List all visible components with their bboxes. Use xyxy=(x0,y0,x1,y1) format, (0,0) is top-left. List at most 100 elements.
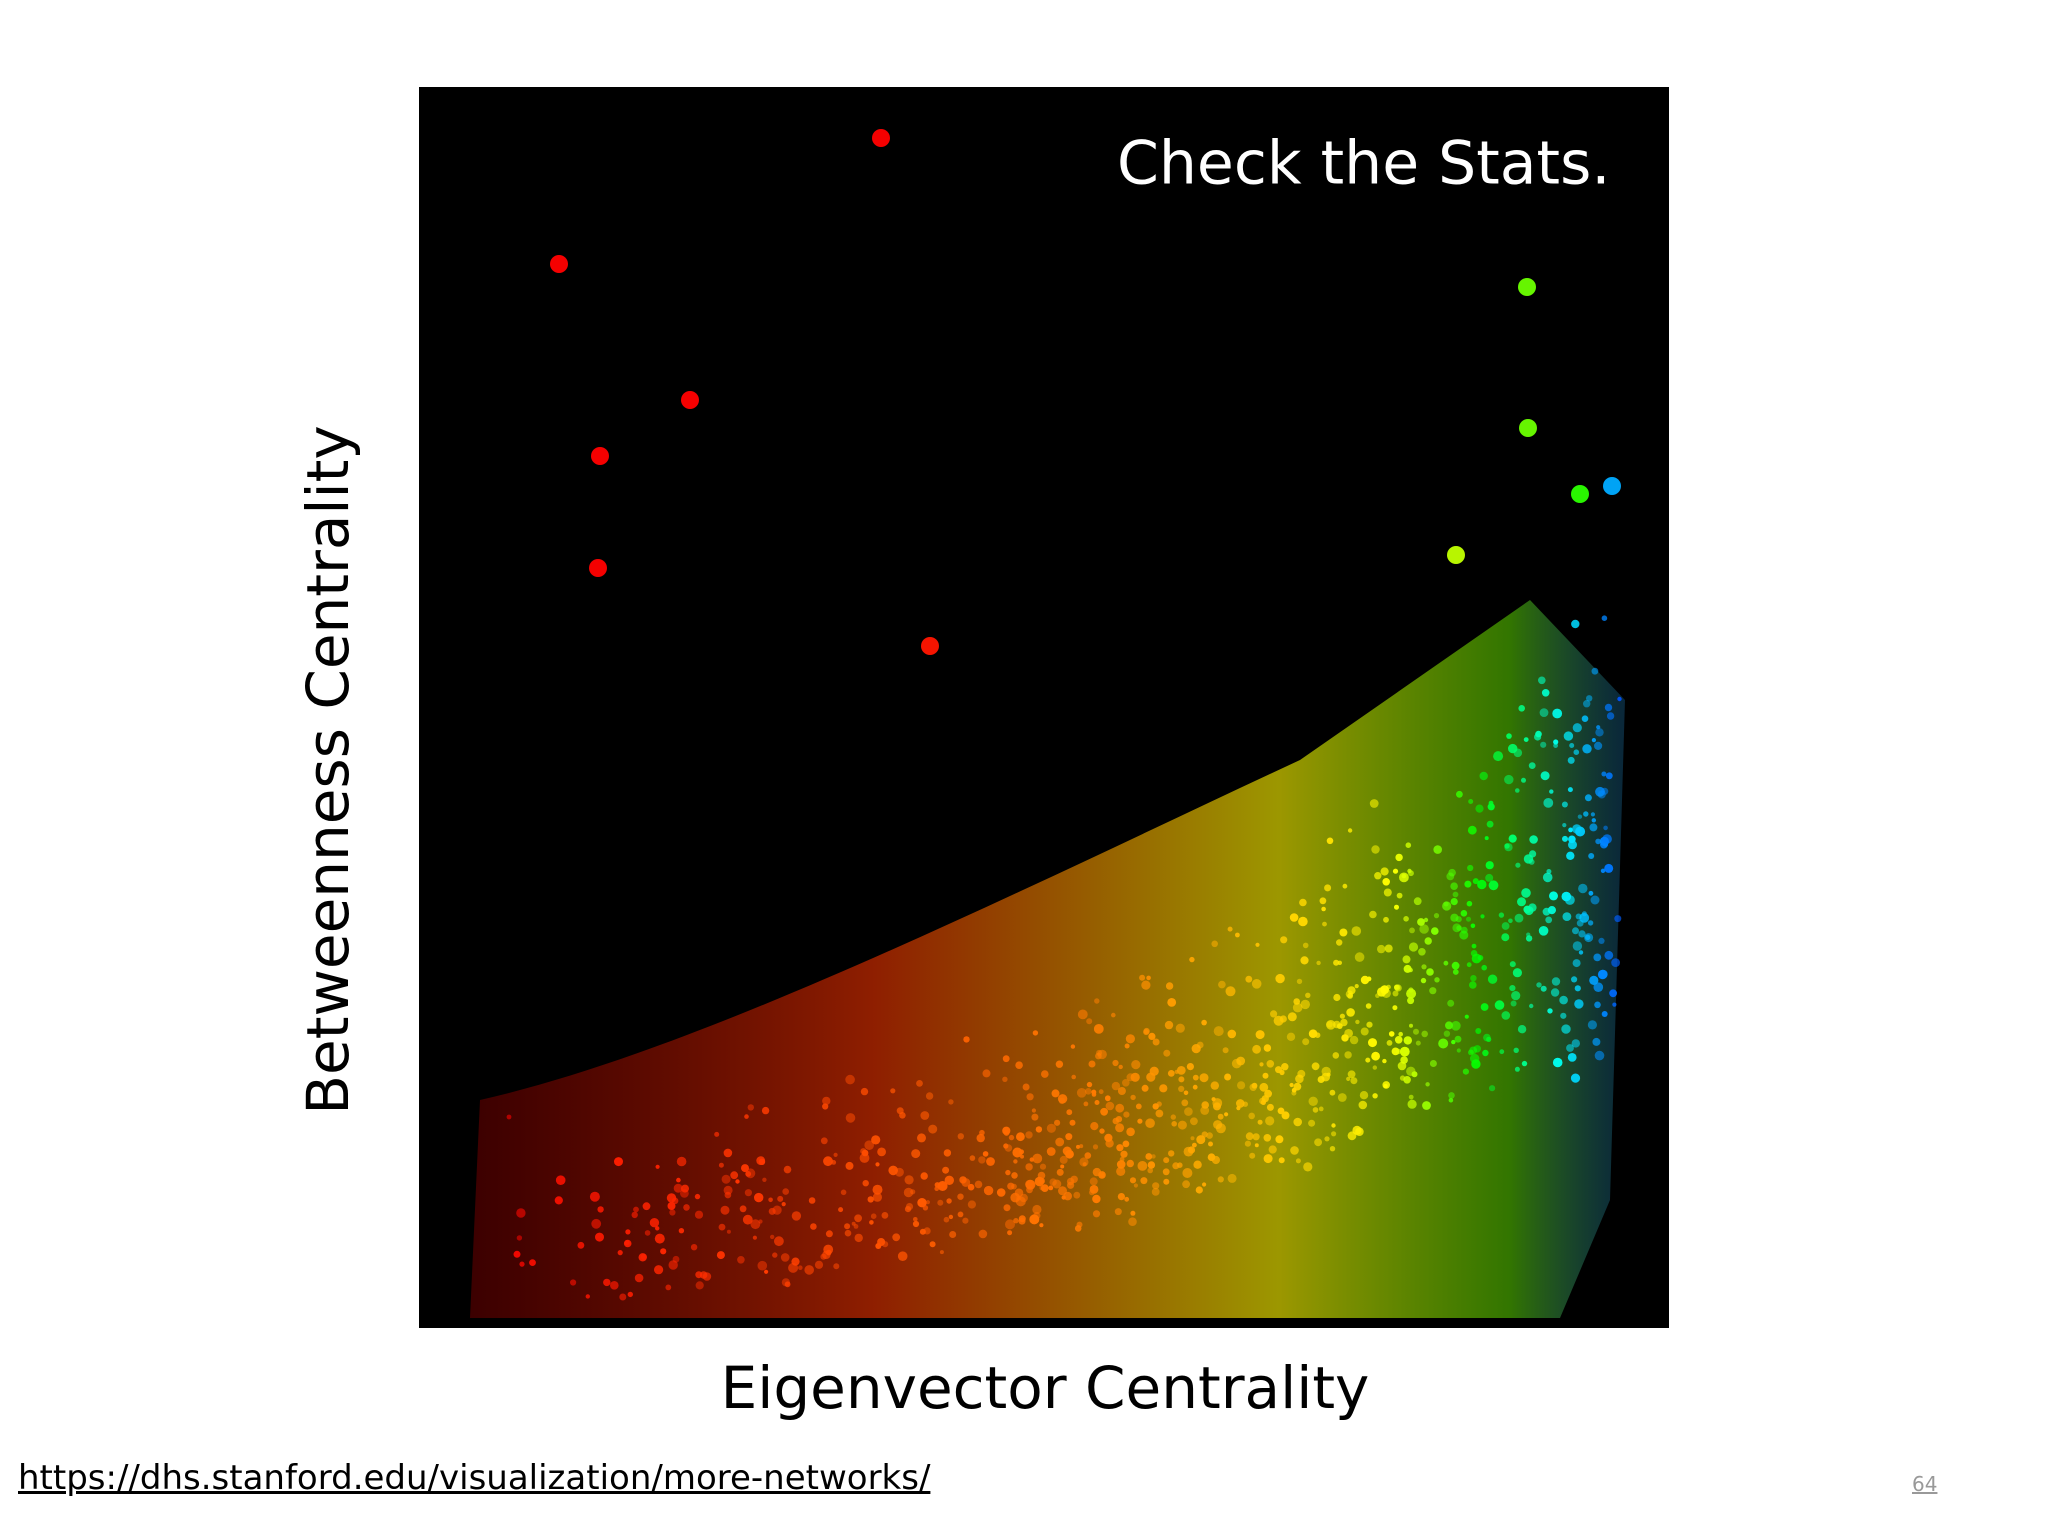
node-dot xyxy=(1167,998,1177,1007)
node-dot xyxy=(1588,890,1594,896)
node-dot xyxy=(1466,962,1472,968)
node-dot xyxy=(1368,1038,1377,1048)
node-dot xyxy=(845,1074,855,1085)
node-dot xyxy=(1123,1111,1130,1118)
node-dot xyxy=(1406,988,1417,999)
node-dot xyxy=(627,1291,633,1298)
node-dot xyxy=(1213,1026,1224,1037)
node-dot xyxy=(1167,1070,1175,1077)
node-dot xyxy=(1011,1172,1018,1179)
node-dot xyxy=(1366,976,1372,982)
source-link[interactable]: https://dhs.stanford.edu/visualization/m… xyxy=(18,1458,931,1498)
node-dot xyxy=(1145,1118,1155,1128)
node-dot xyxy=(1360,1027,1369,1036)
node-dot xyxy=(1091,1092,1097,1097)
node-dot xyxy=(925,1092,934,1100)
node-dot xyxy=(937,1181,948,1191)
node-dot xyxy=(654,1233,665,1244)
node-dot xyxy=(1302,942,1309,949)
node-dot xyxy=(1396,892,1403,899)
node-dot xyxy=(1434,977,1440,983)
node-dot xyxy=(577,1241,585,1249)
node-dot xyxy=(1098,1089,1104,1095)
node-dot xyxy=(1429,1060,1437,1067)
node-dot xyxy=(737,1256,745,1264)
node-dot xyxy=(1523,854,1534,864)
node-dot xyxy=(844,1223,851,1230)
node-dot xyxy=(1281,1063,1289,1071)
node-dot xyxy=(782,1188,789,1195)
node-dot xyxy=(1581,715,1589,722)
node-dot xyxy=(1553,743,1558,748)
node-dot xyxy=(1450,882,1458,890)
node-dot xyxy=(1141,1084,1149,1092)
node-dot xyxy=(1089,1177,1098,1186)
node-dot xyxy=(555,1175,566,1185)
node-dot xyxy=(1210,1081,1220,1090)
node-dot xyxy=(1420,977,1427,984)
node-dot xyxy=(591,1218,602,1229)
node-dot xyxy=(1163,1049,1171,1057)
node-dot xyxy=(1365,1003,1372,1009)
node-dot xyxy=(1518,278,1536,296)
node-dot xyxy=(963,1036,970,1043)
node-dot xyxy=(882,1241,889,1248)
node-dot xyxy=(721,1174,731,1184)
node-dot xyxy=(1540,985,1547,992)
node-dot xyxy=(1201,1101,1209,1109)
node-dot xyxy=(1547,906,1556,915)
node-dot xyxy=(1466,916,1471,922)
node-dot xyxy=(1218,980,1226,989)
node-dot xyxy=(1433,845,1442,854)
node-dot xyxy=(1312,1107,1319,1113)
node-dot xyxy=(1293,1082,1302,1091)
node-dot xyxy=(833,1263,840,1270)
node-dot xyxy=(1601,615,1608,621)
node-dot xyxy=(1377,944,1386,954)
node-dot xyxy=(1443,901,1449,907)
node-dot xyxy=(1471,943,1477,949)
node-dot xyxy=(1151,1154,1156,1159)
node-dot xyxy=(640,1253,648,1260)
node-dot xyxy=(1538,926,1549,936)
node-dot xyxy=(1475,1028,1482,1034)
node-dot xyxy=(1092,1210,1101,1218)
node-dot xyxy=(897,1251,908,1261)
node-dot xyxy=(744,1189,753,1197)
node-dot xyxy=(944,1175,954,1186)
node-dot xyxy=(516,1235,523,1241)
node-dot xyxy=(1528,903,1537,912)
node-dot xyxy=(1060,1164,1065,1169)
node-dot xyxy=(1182,1180,1190,1189)
node-dot xyxy=(969,1155,976,1161)
node-dot xyxy=(1308,1096,1318,1107)
node-dot xyxy=(1195,1186,1203,1194)
node-dot xyxy=(1251,979,1262,989)
node-dot xyxy=(1076,1088,1087,1098)
node-dot xyxy=(1579,913,1590,923)
node-dot xyxy=(1514,913,1524,923)
node-dot xyxy=(631,1211,638,1219)
node-dot xyxy=(1227,926,1233,932)
node-dot xyxy=(1510,1000,1517,1007)
node-dot xyxy=(1382,1058,1387,1064)
node-dot xyxy=(1593,982,1604,992)
node-dot xyxy=(1336,939,1343,946)
node-dot xyxy=(1259,1062,1264,1067)
node-dot xyxy=(1032,1030,1039,1036)
node-dot xyxy=(1062,1146,1072,1156)
node-dot xyxy=(1369,910,1377,919)
node-dot xyxy=(1094,998,1100,1004)
node-dot xyxy=(1339,1013,1345,1019)
node-dot xyxy=(1552,1057,1563,1068)
node-dot xyxy=(1079,1157,1089,1167)
node-dot xyxy=(1099,1128,1105,1134)
node-dot xyxy=(1584,794,1592,802)
node-dot xyxy=(1187,1146,1196,1154)
node-dot xyxy=(1092,1194,1101,1204)
node-dot xyxy=(1538,676,1546,685)
node-dot xyxy=(1124,1196,1130,1202)
node-dot xyxy=(1111,1012,1116,1018)
node-dot xyxy=(750,1219,761,1230)
node-dot xyxy=(1057,1094,1068,1104)
